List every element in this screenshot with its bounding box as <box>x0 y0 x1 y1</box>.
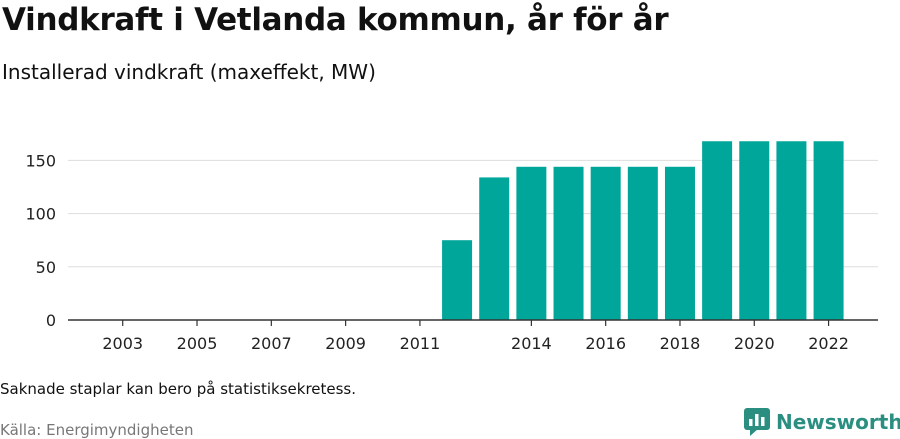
newsworthy-logo: Newsworthy <box>744 407 900 437</box>
footnote: Saknade staplar kan bero på statistiksek… <box>0 380 357 398</box>
bar-2022 <box>813 141 844 320</box>
x-tick-label: 2016 <box>585 334 626 353</box>
source-label: Källa: Energimyndigheten <box>0 421 194 439</box>
x-tick-label: 2009 <box>325 334 366 353</box>
bar-2013 <box>479 177 510 320</box>
x-tick-label: 2011 <box>400 334 441 353</box>
newsworthy-logo-icon <box>744 408 770 436</box>
bar-2020 <box>739 141 770 320</box>
bar-2019 <box>702 141 733 320</box>
x-tick-label: 2007 <box>251 334 292 353</box>
x-tick-label: 2018 <box>660 334 701 353</box>
x-tick-label: 2014 <box>511 334 552 353</box>
y-tick-label: 100 <box>25 205 56 224</box>
y-tick-label: 0 <box>46 311 56 330</box>
bar-2012 <box>442 240 473 320</box>
bar-chart: 0 50 100 150 2003 2005 2007 2009 2011 2014 2016 201… <box>25 141 878 353</box>
bar-2015 <box>553 166 584 320</box>
y-tick-label: 50 <box>36 258 56 277</box>
bar-2014 <box>516 166 547 320</box>
chart-subtitle: Installerad vindkraft (maxeffekt, MW) <box>2 60 376 84</box>
x-tick-label: 2022 <box>808 334 849 353</box>
bar-2021 <box>776 141 807 320</box>
brand-name: Newsworthy <box>776 410 900 434</box>
y-tick-label: 150 <box>25 151 56 170</box>
chart-title: Vindkraft i Vetlanda kommun, år för år <box>2 2 669 38</box>
bar-2018 <box>664 166 695 320</box>
x-tick-label: 2020 <box>734 334 775 353</box>
x-tick-label: 2005 <box>177 334 218 353</box>
x-tick-label: 2003 <box>102 334 143 353</box>
bar-2017 <box>627 166 658 320</box>
bar-2016 <box>590 166 621 320</box>
